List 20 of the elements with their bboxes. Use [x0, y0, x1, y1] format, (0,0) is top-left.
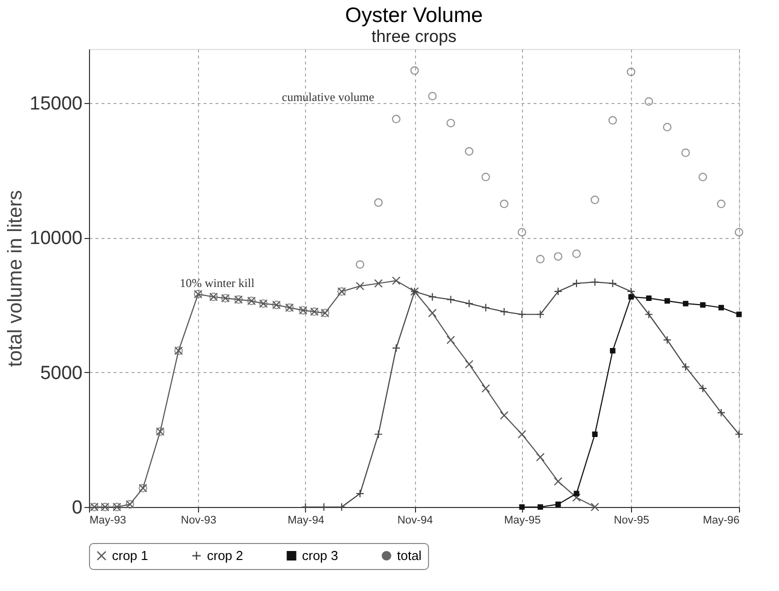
legend-label: crop 2: [207, 548, 244, 563]
y-tick-label: 0: [72, 498, 82, 518]
legend-label: total: [397, 548, 422, 563]
chart-subtitle: three crops: [371, 27, 457, 46]
chart-title: Oyster Volume: [345, 4, 483, 27]
x-tick-label: May-95: [504, 514, 541, 526]
legend-label: crop 3: [302, 548, 338, 563]
y-axis-title: total volume in liters: [4, 190, 27, 367]
y-tick-label: 10000: [30, 228, 82, 250]
y-tick-label: 5000: [40, 362, 82, 384]
x-tick-label: Nov-95: [614, 514, 650, 526]
annotation: 10% winter kill: [180, 276, 256, 290]
annotation: cumulative volume: [282, 90, 374, 104]
legend-label: crop 1: [112, 548, 148, 563]
x-tick-label: May-93: [90, 514, 126, 526]
y-tick-label: 15000: [30, 93, 82, 114]
x-tick-label: Nov-93: [180, 514, 216, 526]
x-tick-label: May-94: [288, 514, 324, 526]
x-tick-label: Nov-94: [397, 514, 433, 526]
x-tick-label: May-96: [702, 514, 740, 526]
